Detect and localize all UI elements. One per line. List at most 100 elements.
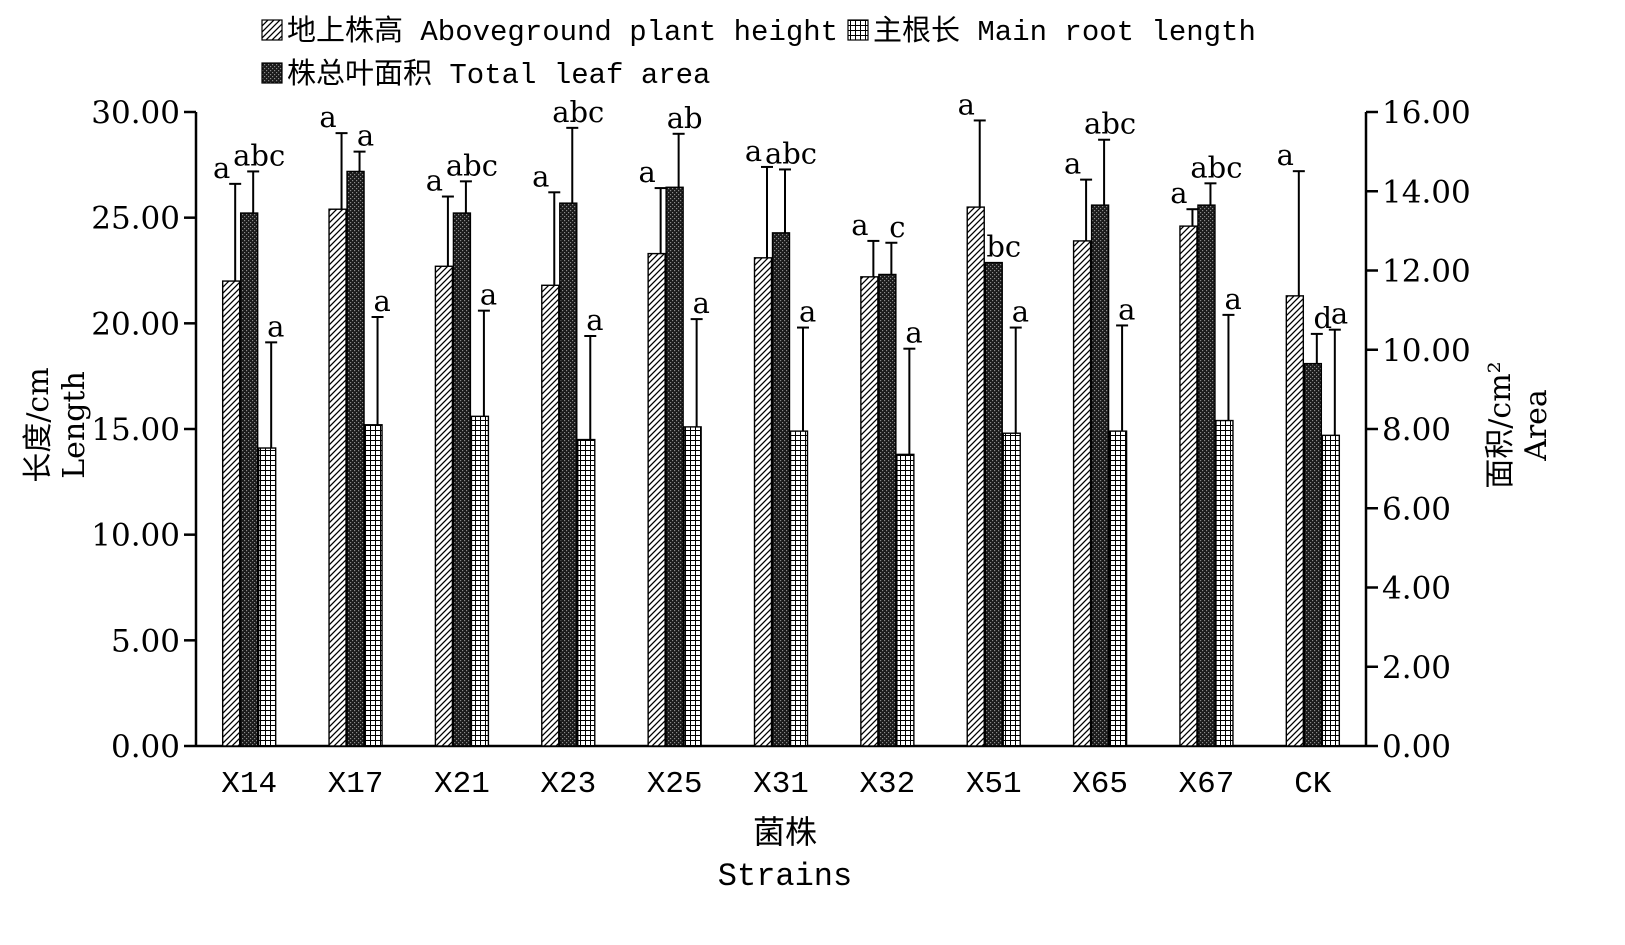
- bar-dark: [878, 273, 897, 747]
- y-right-tick-label: 4.00: [1382, 571, 1451, 607]
- significance-label: a: [480, 278, 497, 312]
- x-label-en: Strains: [718, 858, 852, 895]
- bar-diagonal: [434, 265, 454, 747]
- legend-swatch-diagonal: [261, 19, 283, 41]
- bar-grid: [1108, 430, 1128, 747]
- significance-label: a: [357, 119, 374, 153]
- bar-diagonal: [541, 284, 560, 747]
- bar-dark: [984, 261, 1003, 747]
- x-tick-label: X67: [1179, 767, 1235, 802]
- significance-label: abc: [765, 136, 817, 170]
- significance-label: a: [958, 87, 975, 121]
- x-tick-label: X25: [647, 767, 703, 802]
- y-right-tick-label: 12.00: [1382, 254, 1471, 290]
- bar-dark: [452, 212, 472, 747]
- legend-item-height: 地上株高 Aboveground plant height: [261, 14, 838, 49]
- bar-dark: [771, 232, 791, 747]
- y-right-tick-label: 2.00: [1382, 650, 1451, 686]
- legend-label: 主根长 Main root length: [873, 14, 1256, 49]
- x-title: 菌株 Strains: [718, 813, 852, 895]
- y-right-tick-label: 10.00: [1382, 333, 1471, 369]
- y-left-tick-label: 10.00: [91, 518, 180, 554]
- significance-label: abc: [1084, 107, 1136, 141]
- significance-label: a: [267, 309, 284, 343]
- significance-label: c: [889, 210, 905, 244]
- legend: 地上株高 Aboveground plant height 主根长 Main r…: [261, 14, 1256, 92]
- y-left-tick-label: 0.00: [111, 729, 180, 765]
- significance-label: a: [693, 286, 710, 320]
- significance-label: a: [213, 151, 230, 185]
- significance-label: a: [745, 134, 762, 168]
- significance-label: a: [374, 284, 391, 318]
- x-tick-label: X32: [859, 767, 915, 802]
- bar-diagonal: [221, 280, 241, 747]
- y-left-label-cn: 长度/cm: [21, 367, 56, 482]
- x-label-cn: 菌株: [753, 813, 817, 851]
- bar-dark: [239, 212, 259, 747]
- y-left-tick-label: 15.00: [91, 412, 180, 448]
- bar-dark: [1197, 204, 1216, 747]
- significance-label: abc: [233, 138, 285, 172]
- bar-grid: [1215, 419, 1234, 747]
- significance-label: abc: [446, 148, 498, 182]
- bar-grid: [896, 453, 915, 747]
- legend-swatch-dark: [261, 62, 283, 84]
- bar-diagonal: [966, 206, 985, 747]
- bar-grid: [470, 415, 490, 747]
- bar-diagonal: [753, 257, 773, 747]
- bar-dark: [1090, 204, 1110, 747]
- x-tick-label: X23: [540, 767, 596, 802]
- bar-grid: [1002, 432, 1021, 747]
- x-tick-label: X51: [966, 767, 1022, 802]
- significance-label: a: [586, 303, 603, 337]
- x-tick-label: X31: [753, 767, 809, 802]
- bar-diagonal: [1285, 295, 1305, 747]
- bar-diagonal: [1179, 225, 1198, 747]
- legend-item-leaf-area: 株总叶面积 Total leaf area: [261, 57, 710, 92]
- y-left-tick-label: 25.00: [91, 201, 180, 237]
- y-right-label-cn: 面积/cm²: [1483, 361, 1518, 488]
- bar-dark: [665, 186, 684, 747]
- significance-label: abc: [552, 95, 604, 129]
- x-tick-label: CK: [1294, 767, 1332, 802]
- significance-label: a: [1118, 292, 1135, 326]
- significance-label: ab: [667, 101, 703, 135]
- x-tick-label: X14: [221, 767, 277, 802]
- significance-label: a: [1277, 138, 1294, 172]
- significance-label: a: [1170, 176, 1187, 210]
- y-left-tick-label: 20.00: [91, 306, 180, 342]
- significance-label: d: [1314, 301, 1333, 335]
- bar-dark: [559, 202, 578, 747]
- y-right-tick-label: 16.00: [1382, 95, 1471, 131]
- significance-label: a: [1331, 297, 1348, 331]
- significance-label: a: [1012, 295, 1029, 329]
- significance-label: a: [1064, 147, 1081, 181]
- y-left-tick-label: 30.00: [91, 95, 180, 131]
- legend-label: 株总叶面积 Total leaf area: [287, 57, 710, 92]
- bar-dark: [346, 170, 365, 747]
- y-right-tick-label: 6.00: [1382, 491, 1451, 527]
- bar-diagonal: [860, 276, 879, 747]
- bar-grid: [789, 430, 809, 747]
- bar-diagonal: [647, 252, 666, 747]
- legend-label: 地上株高 Aboveground plant height: [287, 14, 838, 49]
- y-right-tick-label: 8.00: [1382, 412, 1451, 448]
- significance-label: a: [319, 100, 336, 134]
- significance-label: a: [905, 316, 922, 350]
- significance-label: a: [638, 155, 655, 189]
- bar-grid: [577, 438, 596, 747]
- y-right-tick-label: 0.00: [1382, 729, 1451, 765]
- y-left-tick-label: 5.00: [111, 623, 180, 659]
- plot-area: 0.00 5.00 10.00 15.00 20.00 25.00 30.00 0.00 2.0…: [91, 87, 1471, 802]
- significance-label: a: [426, 164, 443, 198]
- x-tick-label: X21: [434, 767, 490, 802]
- significance-label: a: [1224, 282, 1241, 316]
- significance-label: a: [532, 159, 549, 193]
- y-left-label-en: Length: [57, 371, 92, 479]
- bar-grid: [1321, 434, 1341, 747]
- bar-diagonal: [328, 208, 347, 747]
- y-right-label-en: Area: [1519, 389, 1554, 462]
- x-tick-label: X17: [328, 767, 384, 802]
- legend-swatch-grid: [847, 19, 869, 41]
